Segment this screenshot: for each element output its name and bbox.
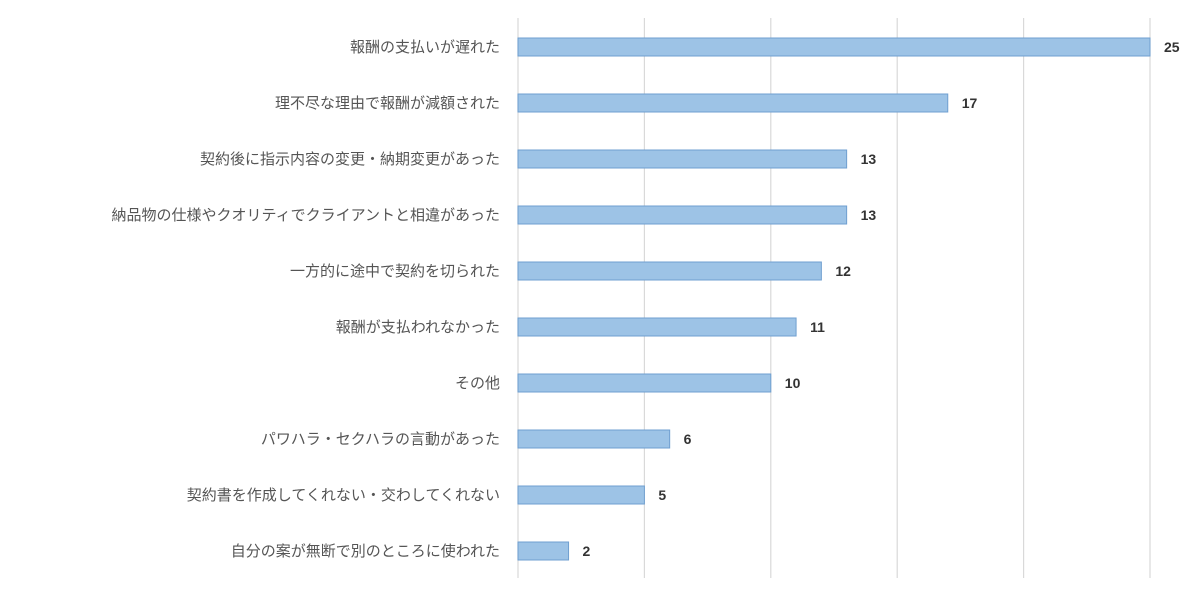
- bars: [517, 37, 1151, 561]
- bar-6: [517, 373, 772, 393]
- value-label-7: 6: [684, 431, 692, 447]
- category-label-1: 理不尽な理由で報酬が減額された: [275, 94, 500, 112]
- category-label-5: 報酬が支払われなかった: [336, 318, 500, 336]
- value-label-2: 13: [861, 151, 877, 167]
- bar-8: [517, 485, 645, 505]
- value-label-0: 25: [1164, 39, 1180, 55]
- value-label-5: 11: [810, 319, 825, 335]
- value-label-1: 17: [962, 95, 978, 111]
- bar-0: [517, 37, 1151, 57]
- category-label-9: 自分の案が無断で別のところに使われた: [231, 542, 500, 560]
- value-label-8: 5: [658, 487, 666, 503]
- category-label-0: 報酬の支払いが遅れた: [350, 38, 500, 56]
- value-label-3: 13: [861, 207, 877, 223]
- category-label-2: 契約後に指示内容の変更・納期変更があった: [200, 150, 500, 168]
- bar-3: [517, 205, 848, 225]
- bar-1: [517, 93, 949, 113]
- bar-7: [517, 429, 671, 449]
- category-label-4: 一方的に途中で契約を切られた: [290, 262, 500, 280]
- category-label-3: 納品物の仕様やクオリティでクライアントと相違があった: [111, 206, 500, 224]
- category-label-6: その他: [455, 374, 500, 392]
- bar-5: [517, 317, 797, 337]
- value-label-6: 10: [785, 375, 801, 391]
- bar-9: [517, 541, 570, 561]
- value-label-9: 2: [583, 543, 591, 559]
- category-label-7: パワハラ・セクハラの言動があった: [261, 430, 500, 448]
- bar-2: [517, 149, 848, 169]
- category-label-8: 契約書を作成してくれない・交わしてくれない: [187, 486, 500, 504]
- bar-4: [517, 261, 822, 281]
- value-label-4: 12: [835, 263, 851, 279]
